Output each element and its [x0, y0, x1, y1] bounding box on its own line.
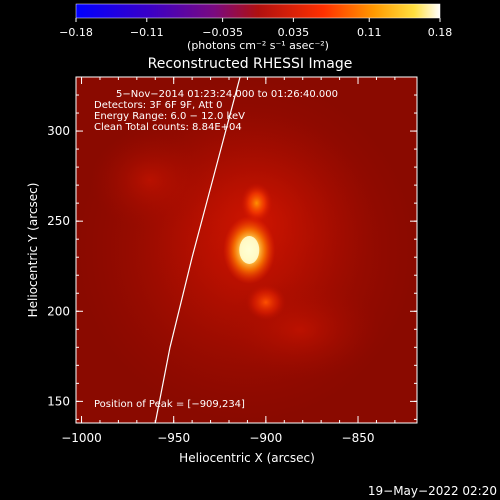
x-tick-label: −1000 — [61, 431, 102, 445]
peak-position-label: Position of Peak = [−909,234] — [94, 399, 245, 410]
colorbar-tick-label: 0.11 — [357, 26, 382, 39]
y-tick-label: 150 — [47, 394, 70, 408]
colorbar-tick-label: −0.18 — [59, 26, 93, 39]
chart-title: Reconstructed RHESSI Image — [148, 56, 353, 72]
colorbar-ticks: −0.18 −0.11 −0.035 0.035 0.11 0.18 — [59, 18, 452, 39]
emission-source — [245, 284, 286, 321]
x-tick-label: −850 — [342, 431, 375, 445]
emission-source — [240, 183, 273, 224]
heatmap — [76, 77, 417, 423]
colorbar-tick-label: 0.035 — [278, 26, 310, 39]
y-tick-label: 250 — [47, 214, 70, 228]
peak-core — [239, 236, 260, 264]
annotation-block: 5−Nov−2014 01:23:24.000 to 01:26:40.000D… — [94, 89, 338, 133]
x-axis-label: Heliocentric X (arcsec) — [179, 451, 315, 465]
y-tick-label: 300 — [47, 124, 70, 138]
colorbar-tick-label: −0.035 — [202, 26, 243, 39]
x-tick-label: −900 — [249, 431, 282, 445]
colorbar — [75, 3, 441, 19]
solar-limb-line — [154, 77, 241, 423]
y-tick-label: 200 — [47, 304, 70, 318]
annotation-line: Energy Range: 6.0 − 12.0 keV — [94, 111, 245, 122]
colorbar-tick-label: 0.18 — [428, 26, 453, 39]
annotation-line: Detectors: 3F 6F 9F, Att 0 — [94, 100, 222, 111]
sources — [223, 183, 286, 321]
x-tick-label: −950 — [157, 431, 190, 445]
annotation-line: 5−Nov−2014 01:23:24.000 to 01:26:40.000 — [116, 89, 338, 100]
annotation-line: Clean Total counts: 8.84E+04 — [94, 122, 242, 133]
y-axis-label: Heliocentric Y (arcsec) — [26, 183, 40, 318]
colorbar-unit: (photons cm⁻² s⁻¹ asec⁻²) — [187, 39, 329, 52]
footer-date: 19−May−2022 02:20 — [368, 484, 497, 498]
y-axis: 150 200 250 300 — [47, 76, 417, 420]
x-axis: −1000 −950 −900 −850 — [61, 77, 396, 445]
plot-frame — [75, 76, 418, 424]
colorbar-tick-label: −0.11 — [130, 26, 164, 39]
